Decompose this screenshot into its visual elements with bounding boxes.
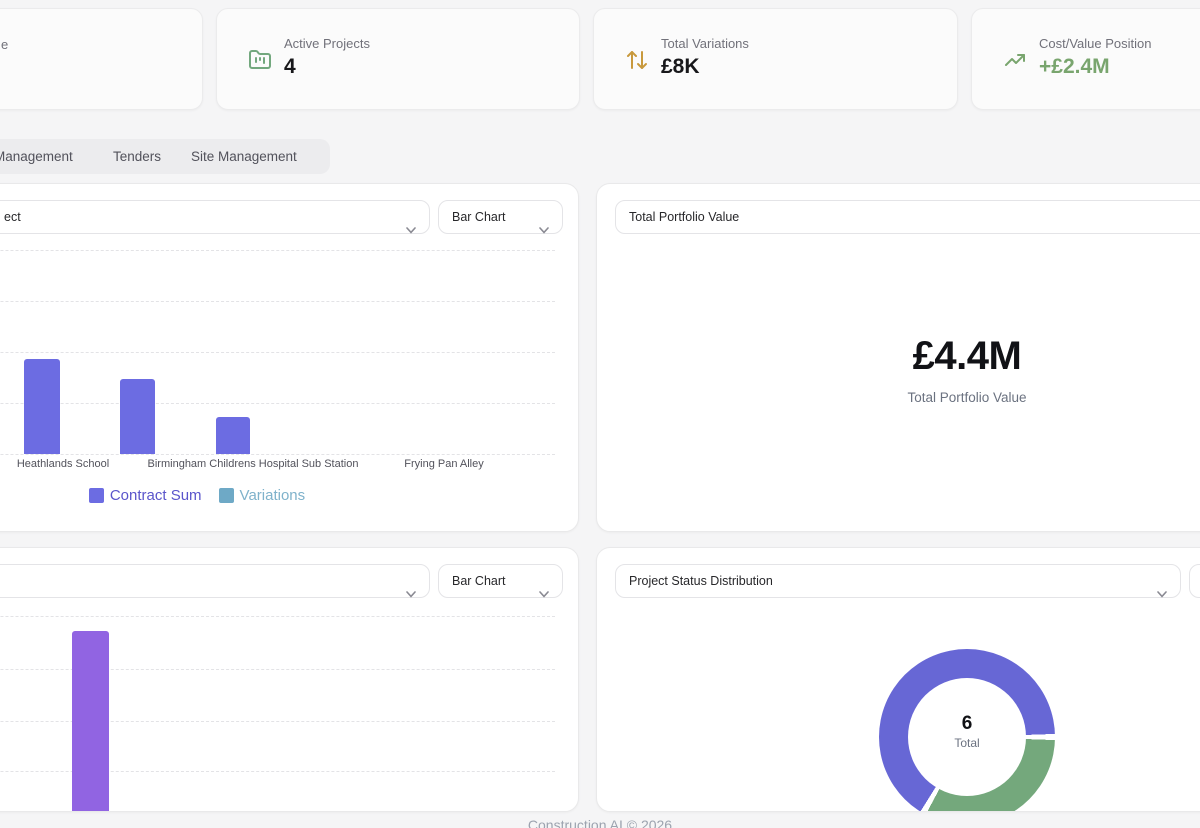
donut-center: 6 Total xyxy=(908,678,1026,796)
legend-swatch xyxy=(218,488,234,503)
chart-type-select-value: Bar Chart xyxy=(452,574,506,588)
status-metric-select[interactable]: Project Status Distribution xyxy=(615,564,1181,598)
chevron-down-icon xyxy=(539,214,549,246)
trending-up-icon xyxy=(1003,48,1027,72)
panel-contract-chart: ect Bar Chart Heathlands School Birmingha… xyxy=(0,183,579,532)
folder-kanban-icon xyxy=(248,48,272,72)
stat-card-label: Active Projects xyxy=(284,36,370,51)
panel-second-chart: Bar Chart xyxy=(0,547,579,812)
gridline xyxy=(0,616,555,617)
legend-item: Contract Sum xyxy=(88,487,202,504)
stat-card-total-variations: Total Variations £8K xyxy=(593,8,958,110)
gridline xyxy=(0,250,555,251)
project-select[interactable]: ect xyxy=(0,200,430,234)
tab-bar: Management Tenders Site Management xyxy=(0,139,330,174)
x-axis-label: Heathlands School xyxy=(16,458,110,470)
gridline xyxy=(0,301,555,302)
stat-card-cut: e xyxy=(0,8,203,110)
stat-card-value: £8K xyxy=(661,55,700,78)
portfolio-big-value: £4.4M xyxy=(912,334,1022,378)
gridline xyxy=(0,771,555,772)
legend-item: Variations xyxy=(218,487,306,504)
chevron-down-icon xyxy=(406,214,416,246)
arrow-up-down-icon xyxy=(625,48,649,72)
x-axis-label: Frying Pan Alley xyxy=(404,458,484,470)
chart-type-select[interactable]: Bar Chart xyxy=(438,200,563,234)
gridline xyxy=(0,669,555,670)
chevron-down-icon xyxy=(1157,578,1167,610)
donut-total-value: 6 xyxy=(961,713,973,734)
gridline xyxy=(0,721,555,722)
portfolio-subtitle: Total Portfolio Value xyxy=(907,390,1027,405)
chart-type-select-value: Bar Chart xyxy=(452,210,506,224)
stat-card-value: 4 xyxy=(284,55,296,78)
chart-type-select-cut[interactable] xyxy=(1189,564,1200,598)
tab-tenders[interactable]: Tenders xyxy=(113,149,162,164)
bar xyxy=(24,359,60,454)
stat-card-label-fragment: e xyxy=(1,37,9,52)
panel-portfolio-value: Total Portfolio Value £4.4M Total Portfo… xyxy=(596,183,1200,532)
legend-swatch xyxy=(88,488,104,503)
legend-label: Contract Sum xyxy=(109,487,202,504)
gridline xyxy=(0,454,555,455)
tab-site-management[interactable]: Site Management xyxy=(191,149,297,164)
chevron-down-icon xyxy=(539,578,549,610)
chart-type-select[interactable]: Bar Chart xyxy=(438,564,563,598)
bar xyxy=(120,379,155,454)
gridline xyxy=(0,403,555,404)
chart-legend: Contract Sum Variations xyxy=(0,487,554,504)
bar xyxy=(216,417,250,454)
stat-card-active-projects: Active Projects 4 xyxy=(216,8,580,110)
stat-card-label: Cost/Value Position xyxy=(1039,36,1152,51)
x-axis-label: Birmingham Childrens Hospital Sub Statio… xyxy=(147,458,359,470)
gridline xyxy=(0,352,555,353)
tab-management[interactable]: Management xyxy=(0,149,73,164)
stat-card-label: Total Variations xyxy=(661,36,749,51)
panel-status-distribution: Project Status Distribution 6 Total xyxy=(596,547,1200,812)
project-select-value: ect xyxy=(4,210,21,224)
status-metric-select-value: Project Status Distribution xyxy=(629,574,773,588)
portfolio-metric-select-value: Total Portfolio Value xyxy=(629,210,740,224)
chevron-down-icon xyxy=(406,578,416,610)
footer-copyright: Construction AI © 2026 xyxy=(527,817,673,828)
stat-card-value: +£2.4M xyxy=(1039,55,1110,78)
legend-label: Variations xyxy=(239,487,306,504)
bar xyxy=(72,631,109,811)
stat-card-cost-value-position: Cost/Value Position +£2.4M xyxy=(971,8,1200,110)
donut-total-label: Total xyxy=(954,736,980,750)
metric-select[interactable] xyxy=(0,564,430,598)
portfolio-metric-select[interactable]: Total Portfolio Value xyxy=(615,200,1200,234)
